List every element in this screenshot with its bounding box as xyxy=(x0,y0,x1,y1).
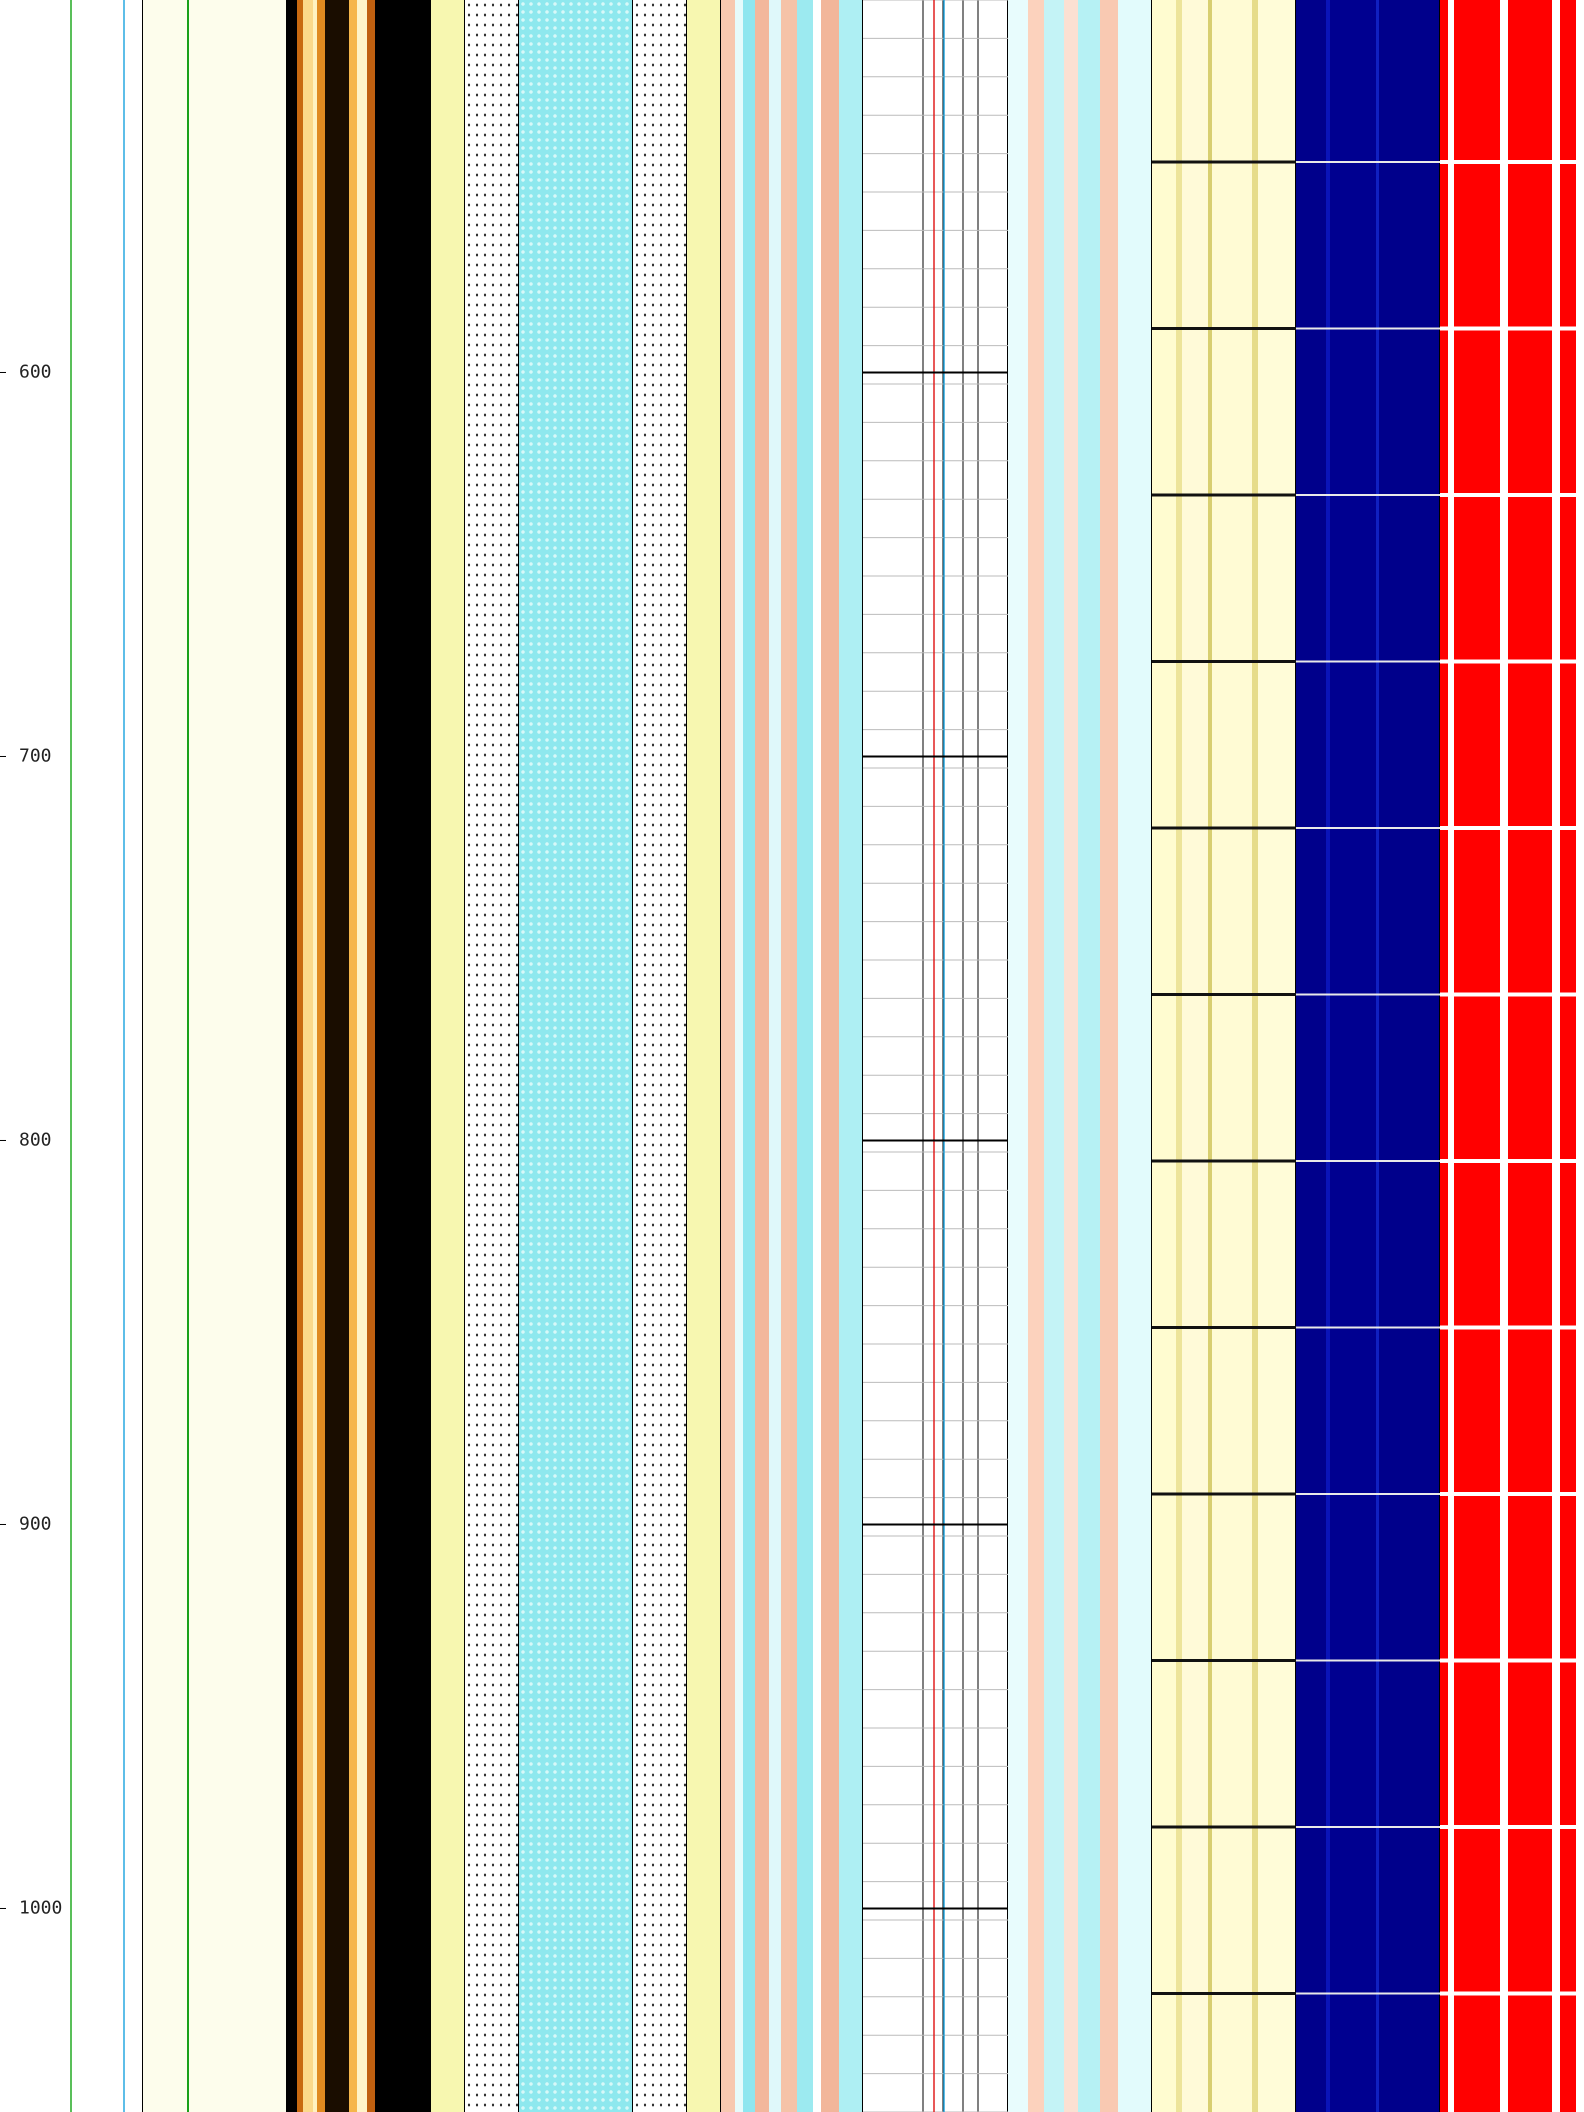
fill-track xyxy=(431,0,465,2112)
depth-label: 800 xyxy=(19,1129,52,1150)
lithology-track xyxy=(633,0,687,2112)
depth-label: 600 xyxy=(19,361,52,382)
image-track xyxy=(287,0,431,2112)
depth-label: 1000 xyxy=(19,1897,62,1918)
curve-track xyxy=(143,0,287,2112)
grid-track xyxy=(863,0,1008,2112)
depth-label: 700 xyxy=(19,745,52,766)
image-track xyxy=(1296,0,1440,2112)
lithology-track xyxy=(465,0,519,2112)
image-track xyxy=(721,0,863,2112)
lithology-track xyxy=(519,0,633,2112)
image-track xyxy=(1008,0,1152,2112)
fill-track xyxy=(687,0,721,2112)
image-track xyxy=(1440,0,1584,2112)
depth-label: 900 xyxy=(19,1513,52,1534)
image-track xyxy=(1152,0,1296,2112)
